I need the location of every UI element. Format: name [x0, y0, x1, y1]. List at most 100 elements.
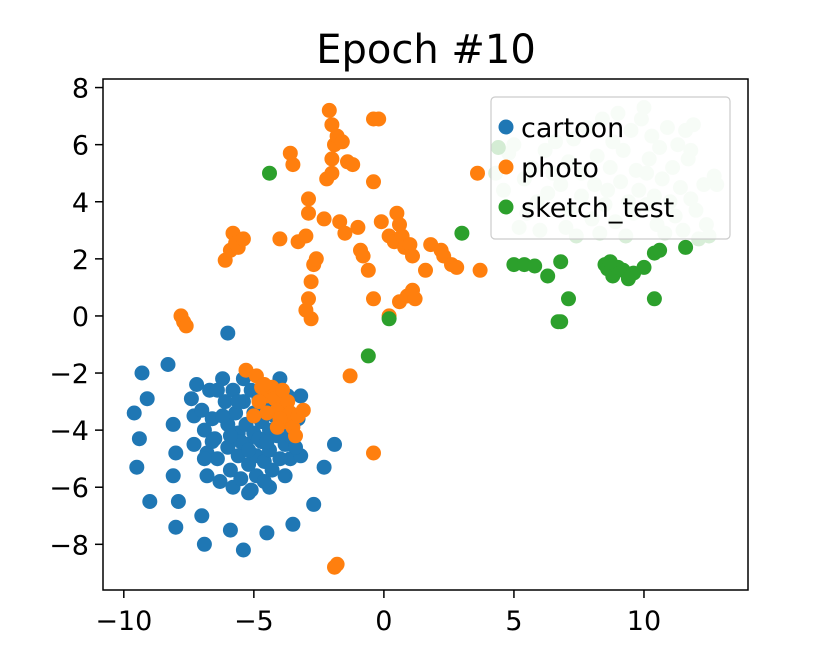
data-point [470, 165, 485, 181]
legend-label: cartoon [521, 113, 624, 144]
legend-label: sketch_test [521, 193, 674, 224]
data-point [222, 428, 238, 444]
data-point [303, 274, 319, 290]
data-point [553, 254, 569, 270]
data-point [316, 211, 332, 227]
data-point [602, 254, 618, 270]
data-point [256, 377, 272, 392]
data-point [131, 431, 147, 447]
data-point [678, 239, 694, 255]
data-point [217, 394, 233, 410]
data-point [204, 434, 220, 450]
data-point [186, 436, 202, 452]
data-point [269, 419, 285, 435]
x-tick-label: 0 [375, 606, 392, 637]
data-point [178, 318, 194, 334]
data-point [251, 394, 267, 410]
data-point [418, 262, 433, 278]
x-axis: −10 −5 0 5 10 [95, 590, 661, 637]
chart-title: Epoch #10 [316, 27, 536, 73]
data-point [222, 462, 238, 478]
data-point [321, 102, 337, 118]
y-tick-label: 6 [72, 131, 89, 162]
data-point [215, 408, 231, 424]
data-point [301, 191, 316, 207]
legend-label: photo [521, 153, 599, 184]
data-point [527, 258, 543, 274]
data-point [129, 459, 145, 475]
y-tick-label: 0 [72, 302, 89, 333]
legend-box [490, 96, 731, 240]
data-point [306, 496, 322, 512]
data-point [220, 325, 236, 341]
data-point [355, 248, 371, 264]
data-point [160, 357, 176, 372]
data-point [550, 314, 566, 330]
data-point [256, 474, 272, 489]
data-point [324, 165, 340, 181]
data-point [199, 468, 215, 484]
data-point [301, 291, 316, 307]
data-point [295, 402, 311, 418]
data-point [168, 519, 184, 535]
data-point [134, 365, 150, 381]
data-point [561, 291, 576, 307]
data-point [329, 556, 345, 572]
data-point [332, 214, 348, 230]
data-point [652, 242, 668, 258]
data-point [350, 219, 366, 235]
data-point [170, 494, 186, 509]
data-point [259, 525, 275, 541]
data-point [126, 405, 142, 421]
data-point [272, 451, 288, 467]
data-point [288, 428, 303, 444]
data-point [220, 439, 236, 455]
data-point [165, 416, 181, 432]
y-tick-label: −4 [49, 416, 89, 447]
data-point [228, 405, 244, 421]
data-point [259, 405, 275, 421]
data-point [194, 508, 210, 524]
data-point [280, 394, 296, 410]
data-point [196, 536, 212, 552]
data-point [165, 468, 181, 484]
data-point [194, 402, 210, 418]
data-point [327, 436, 342, 452]
data-point [277, 468, 293, 484]
data-point [303, 311, 319, 327]
y-tick-label: 2 [72, 245, 89, 276]
data-point [293, 388, 309, 404]
data-point [506, 257, 522, 273]
data-point [371, 111, 387, 127]
data-point [646, 291, 662, 307]
data-point [373, 214, 389, 230]
y-tick-label: −2 [49, 359, 89, 390]
data-point [402, 237, 418, 253]
data-point [230, 394, 246, 410]
data-point [342, 368, 358, 384]
data-point [324, 117, 340, 133]
y-tick-label: −8 [49, 530, 89, 561]
data-point [196, 451, 212, 467]
data-point [282, 145, 298, 161]
legend-marker [498, 199, 514, 215]
y-tick-label: 8 [72, 74, 89, 105]
data-point [285, 516, 301, 532]
data-point [246, 408, 262, 424]
plot-frame [102, 78, 749, 591]
data-point [209, 382, 225, 398]
data-point [366, 291, 381, 307]
legend-marker [498, 159, 514, 175]
data-point [405, 248, 420, 264]
data-point [301, 205, 316, 221]
data-point [472, 262, 488, 278]
y-tick-label: 4 [72, 188, 89, 219]
data-point [225, 382, 241, 398]
series-cartoon-points [126, 325, 342, 558]
data-point [636, 259, 652, 275]
x-tick-label: 10 [627, 606, 661, 637]
data-point [215, 371, 231, 387]
data-point [196, 422, 212, 438]
data-point [337, 225, 353, 241]
